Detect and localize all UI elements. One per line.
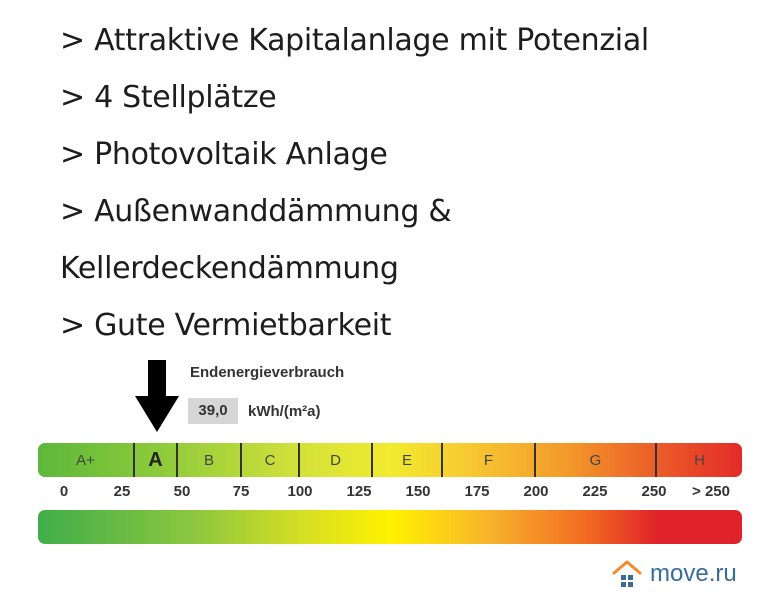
house-icon	[612, 560, 642, 587]
energy-class: E	[373, 443, 443, 477]
feature-item: Kellerdeckendämmung	[60, 251, 399, 286]
energy-class-bar: A+ A B C D E F G H	[38, 443, 742, 477]
energy-class: D	[300, 443, 373, 477]
scale-tick: 50	[173, 483, 191, 500]
scale-tick: 125	[346, 483, 372, 500]
energy-title: Endenergieverbrauch	[190, 364, 345, 381]
arrow-down-icon	[135, 360, 179, 432]
energy-unit: kWh/(m²a)	[248, 403, 321, 420]
feature-item: > Photovoltaik Anlage	[60, 137, 388, 172]
energy-class: G	[536, 443, 657, 477]
scale-tick: 200	[523, 483, 549, 500]
scale-tick: 150	[405, 483, 431, 500]
energy-value: 39,0	[188, 398, 238, 424]
scale-tick: 250	[641, 483, 667, 500]
scale-tick: 100	[287, 483, 313, 500]
feature-item: > Außenwanddämmung &	[60, 194, 452, 229]
energy-class: A+	[38, 443, 135, 477]
feature-item: > Attraktive Kapitalanlage mit Potenzial	[60, 23, 649, 58]
watermark-logo: move.ru	[612, 554, 737, 594]
scale-tick: 0	[59, 483, 69, 500]
feature-item: > Gute Vermietbarkeit	[60, 308, 392, 343]
energy-class: F	[443, 443, 536, 477]
energy-scale: 0 25 50 75 100 125 150 175 200 225 250 >…	[38, 483, 742, 507]
scale-tick: 25	[113, 483, 131, 500]
watermark-text: move.ru	[650, 560, 737, 587]
scale-tick: 175	[464, 483, 490, 500]
scale-tick: 225	[582, 483, 608, 500]
scale-tick: 75	[232, 483, 250, 500]
scale-tick: > 250	[692, 483, 730, 500]
energy-gradient-bar	[38, 510, 742, 544]
energy-class-active: A	[135, 443, 178, 477]
energy-class: H	[694, 451, 705, 469]
energy-class: C	[242, 443, 300, 477]
feature-item: > 4 Stellplätze	[60, 80, 277, 115]
feature-list: > Attraktive Kapitalanlage mit Potenzial…	[60, 12, 760, 354]
energy-class: B	[178, 443, 242, 477]
